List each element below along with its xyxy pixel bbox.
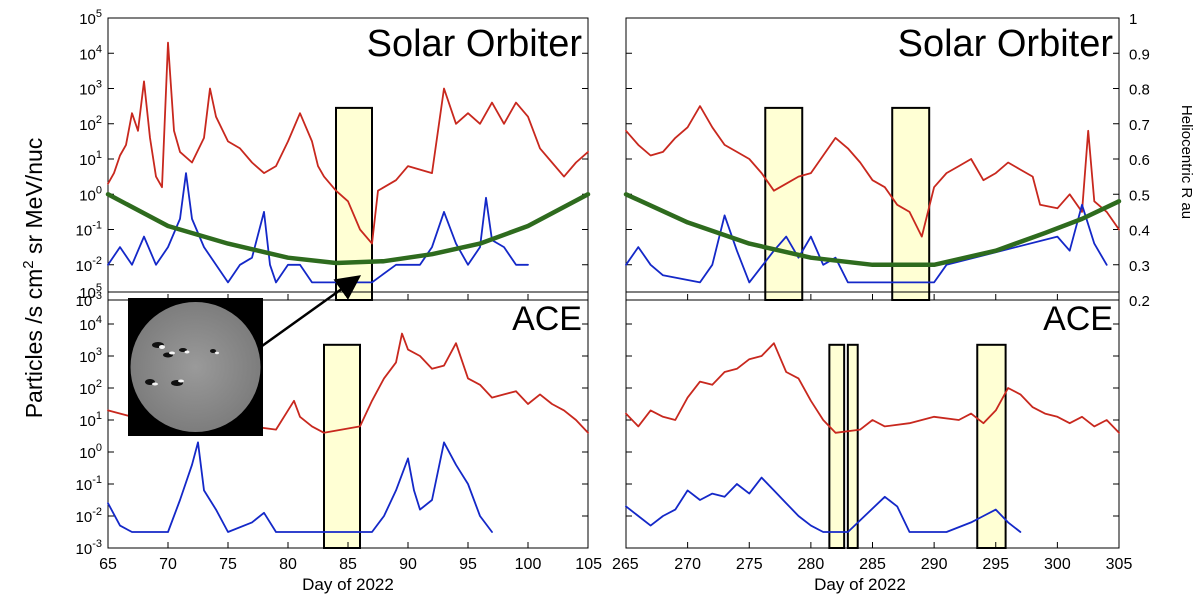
y-tick-label: 104 [79, 314, 102, 334]
y-tick-label: 101 [79, 410, 102, 430]
y-tick-label: 100 [79, 442, 102, 462]
x-tick-label: 95 [459, 556, 477, 573]
x-tick-label: 100 [515, 556, 542, 573]
panel-bottom-right: 265 270 275 280 285 290 295 300 305 ACE [612, 291, 1133, 573]
x-tick-label: 90 [399, 556, 417, 573]
x-tick-label: 280 [798, 556, 825, 573]
x-tick-label: 105 [575, 556, 602, 573]
y-axis-label-main: Particles /s cm [21, 269, 47, 419]
x-tick-label: 285 [859, 556, 886, 573]
series-line-red [107, 41, 589, 245]
panel-bottom-left: 10-3 10-2 10-1 100 101 102 103 104 105 65 70 75 80 85… [76, 282, 603, 573]
y-tick-label: 102 [79, 114, 102, 134]
y-tick-label: 101 [79, 149, 102, 169]
right-tick-label: 0.7 [1129, 117, 1150, 134]
series-line-blue [625, 203, 1108, 284]
y-axis-label-superscript: 2 [20, 260, 37, 268]
series-line-green_R_au [623, 192, 1122, 268]
y-tick-label: 10-3 [76, 290, 102, 310]
x-tick-label: 290 [921, 556, 948, 573]
right-axis-label: Heliocentric R au [1178, 105, 1195, 219]
series-line-blue [107, 172, 529, 284]
panel-label: Solar Orbiter [367, 23, 583, 65]
y-tick-label: 103 [79, 346, 102, 366]
series-line-green_R_au [105, 192, 591, 266]
right-tick-label: 0.4 [1129, 223, 1150, 240]
x-tick-label: 75 [219, 556, 237, 573]
y-tick-label: 10-1 [76, 474, 102, 494]
highlight-box [764, 106, 804, 301]
x-tick-label: 275 [736, 556, 763, 573]
solar-disk-inset [128, 298, 263, 436]
x-tick-label: 65 [99, 556, 117, 573]
x-tick-label: 300 [1044, 556, 1071, 573]
right-tick-label: 1 [1129, 11, 1137, 28]
y-tick-label: 10-2 [76, 506, 102, 526]
right-tick-label: 0.6 [1129, 152, 1150, 169]
panel-top-right: 0.2 0.3 0.4 0.5 0.6 0.7 0.8 0.9 1 Solar Orbiter [623, 11, 1150, 310]
series-line-red [625, 342, 1120, 434]
right-tick-label: 0.2 [1129, 293, 1150, 310]
y-tick-label: 10-1 [76, 220, 102, 240]
x-axis-label-left: Day of 2022 [302, 575, 394, 594]
y-axis-label: Particles /s cm2 sr MeV/nuc [20, 138, 47, 419]
x-tick-label: 80 [279, 556, 297, 573]
panel-label: ACE [1043, 300, 1113, 338]
solar-disk [130, 302, 261, 432]
highlight-box [323, 343, 361, 549]
x-axis-label-right: Day of 2022 [814, 575, 906, 594]
x-tick-label: 270 [674, 556, 701, 573]
right-tick-label: 0.5 [1129, 187, 1150, 204]
highlight-box [891, 106, 931, 301]
y-tick-label: 104 [79, 43, 102, 63]
highlight-box [335, 106, 373, 301]
right-tick-label: 0.8 [1129, 82, 1150, 99]
highlight-box [828, 343, 846, 549]
y-tick-label: 10-3 [76, 538, 102, 558]
x-tick-label: 305 [1106, 556, 1133, 573]
y-tick-label: 103 [79, 79, 102, 99]
panel-top-left: 10-3 10-2 10-1 100 101 102 103 104 105 Solar Orbi… [76, 8, 591, 310]
inset-arrow [261, 275, 362, 348]
x-tick-label: 295 [982, 556, 1009, 573]
x-tick-label: 70 [159, 556, 177, 573]
y-tick-label: 100 [79, 184, 102, 204]
y-tick-label: 105 [79, 282, 102, 302]
right-tick-label: 0.9 [1129, 46, 1150, 63]
x-tick-label: 85 [339, 556, 357, 573]
highlight-box [846, 343, 859, 549]
right-tick-label: 0.3 [1129, 258, 1150, 275]
series-line-red [625, 105, 1120, 238]
y-tick-label: 10-2 [76, 255, 102, 275]
series-line-blue [107, 441, 493, 533]
panel-label: ACE [512, 300, 582, 338]
y-tick-label: 102 [79, 378, 102, 398]
x-tick-label: 265 [612, 556, 639, 573]
y-axis-label-rest: sr MeV/nuc [21, 138, 47, 261]
panel-label: Solar Orbiter [898, 23, 1114, 65]
y-tick-label: 105 [79, 8, 102, 28]
series-line-blue [625, 476, 1022, 533]
